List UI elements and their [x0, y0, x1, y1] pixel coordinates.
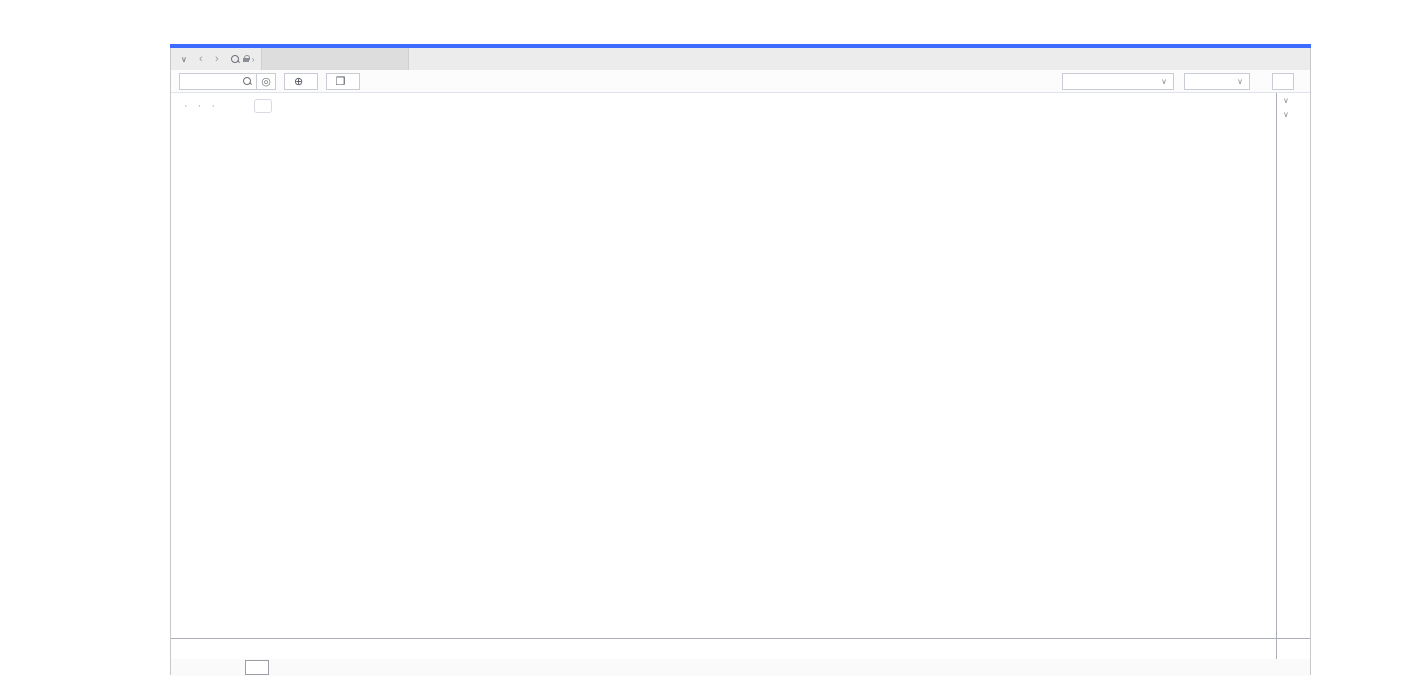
- unit-select[interactable]: ∨: [1280, 110, 1289, 119]
- range-toolbar: [171, 659, 1310, 676]
- chart-area: · · · ∨ ∨: [171, 93, 1310, 638]
- titlebar-search[interactable]: ›: [225, 54, 261, 64]
- chevron-down-icon: ∨: [1283, 96, 1289, 105]
- price-chart-canvas[interactable]: [171, 93, 1276, 638]
- window-accent-bar: [170, 44, 1311, 48]
- nav-back-button[interactable]: ‹: [199, 53, 203, 65]
- nav-forward-button[interactable]: ›: [215, 53, 219, 65]
- chart-toolbar: ◎ ⊕ ❐ ∨ ∨: [171, 70, 1310, 93]
- templates-button[interactable]: ❐: [325, 72, 360, 90]
- search-icon: [243, 76, 252, 86]
- plus-circle-icon: ⊕: [294, 75, 304, 88]
- titlebar: ∨ ‹ › ›: [171, 48, 1310, 70]
- price-axis[interactable]: ∨ ∨: [1276, 93, 1310, 638]
- lock-icon: [242, 55, 250, 63]
- app-window: ∨ ‹ › › ◎ ⊕: [170, 44, 1311, 676]
- chevron-down-icon: ∨: [1161, 76, 1167, 86]
- ws-app-menu[interactable]: ∨: [171, 55, 193, 64]
- chevron-down-icon: ∨: [1283, 110, 1289, 119]
- search-icon: [230, 54, 240, 64]
- date-range-picker[interactable]: [245, 660, 269, 675]
- chevron-down-icon: ∨: [181, 54, 187, 64]
- axis-settings-corner[interactable]: [1276, 639, 1310, 660]
- chevron-right-icon: ›: [251, 54, 255, 64]
- folder-icon: ❐: [335, 75, 346, 88]
- legend-collapse-button[interactable]: [254, 99, 273, 113]
- tab-lcoc1-cht[interactable]: [260, 48, 409, 70]
- reset-button[interactable]: [1272, 72, 1294, 90]
- time-axis[interactable]: [171, 638, 1310, 660]
- currency-select[interactable]: ∨: [1280, 96, 1289, 105]
- compare-button[interactable]: ⊕: [284, 72, 318, 90]
- chevron-down-icon: ∨: [1237, 76, 1243, 86]
- price-mode-select[interactable]: ∨: [1062, 72, 1174, 90]
- interval-select[interactable]: ∨: [1184, 72, 1250, 90]
- chart-legend: · · ·: [179, 99, 281, 113]
- recent-symbols-button[interactable]: ◎: [257, 72, 276, 90]
- symbol-input[interactable]: [179, 72, 257, 90]
